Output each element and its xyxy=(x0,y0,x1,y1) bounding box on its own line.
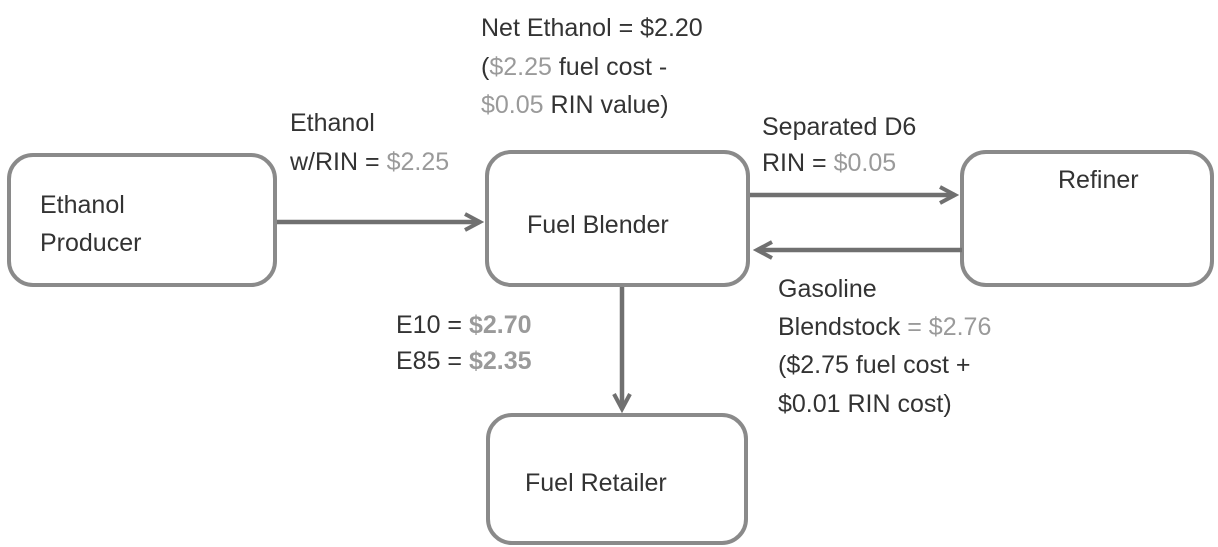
node-box xyxy=(485,150,750,287)
price: $0.05 xyxy=(834,149,897,177)
node-label: Refiner xyxy=(1058,166,1139,194)
label-text: RIN value) xyxy=(551,91,669,119)
node-label: Fuel Retailer xyxy=(525,469,667,497)
edge-label: $0.05 RIN value) xyxy=(481,91,669,119)
edge-label: Blendstock = $2.76 xyxy=(778,313,991,341)
price: $2.70 xyxy=(469,311,532,339)
node-label: Ethanol xyxy=(40,191,125,219)
price: = $2.76 xyxy=(907,313,991,341)
edge-label: E85 = $2.35 xyxy=(396,347,532,375)
price: $2.35 xyxy=(469,347,532,375)
label-text: RIN = xyxy=(762,149,827,177)
edge-label: ($2.25 fuel cost - xyxy=(481,53,667,81)
edge-label: Ethanol xyxy=(290,109,375,137)
node-label: Producer xyxy=(40,229,141,257)
price: $2.25 xyxy=(489,53,552,81)
price: $2.25 xyxy=(387,148,450,176)
label-text: Blendstock xyxy=(778,313,901,341)
edge-label: $0.01 RIN cost) xyxy=(778,390,952,418)
label-text: E10 = xyxy=(396,311,462,339)
node-box xyxy=(486,413,748,545)
label-text: E85 = xyxy=(396,347,462,375)
edge-label: RIN = $0.05 xyxy=(762,149,896,177)
edge-label: Separated D6 xyxy=(762,113,916,141)
edge-label: Gasoline xyxy=(778,275,877,303)
label-text: fuel cost - xyxy=(559,53,667,81)
edge-label: ($2.75 fuel cost + xyxy=(778,351,970,379)
price: $0.05 xyxy=(481,91,544,119)
node-box xyxy=(960,150,1214,287)
label-text: w/RIN = xyxy=(289,148,380,176)
edge-label: Net Ethanol = $2.20 xyxy=(481,14,703,42)
edge-label: w/RIN = $2.25 xyxy=(289,148,449,176)
node-box xyxy=(7,153,277,287)
edge-label: E10 = $2.70 xyxy=(396,311,532,339)
node-label: Fuel Blender xyxy=(527,211,669,239)
